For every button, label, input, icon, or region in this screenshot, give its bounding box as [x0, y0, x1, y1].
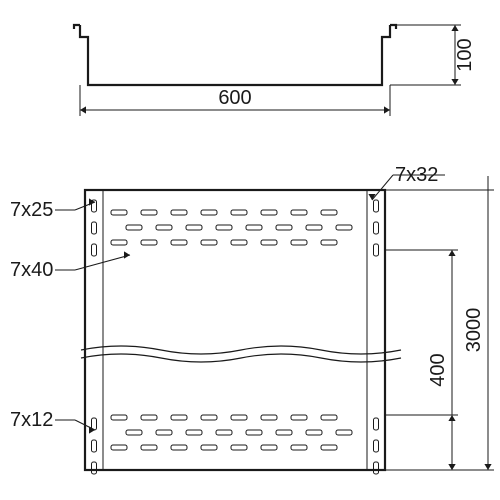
dim-width: 600 — [218, 87, 251, 109]
dim-right-1: 400 — [427, 353, 449, 386]
callout-1: 7x40 — [10, 259, 53, 281]
dim-height: 100 — [454, 38, 476, 71]
dim-right-0: 3000 — [463, 308, 485, 353]
callout-0: 7x25 — [10, 199, 53, 221]
callout-2: 7x12 — [10, 409, 53, 431]
